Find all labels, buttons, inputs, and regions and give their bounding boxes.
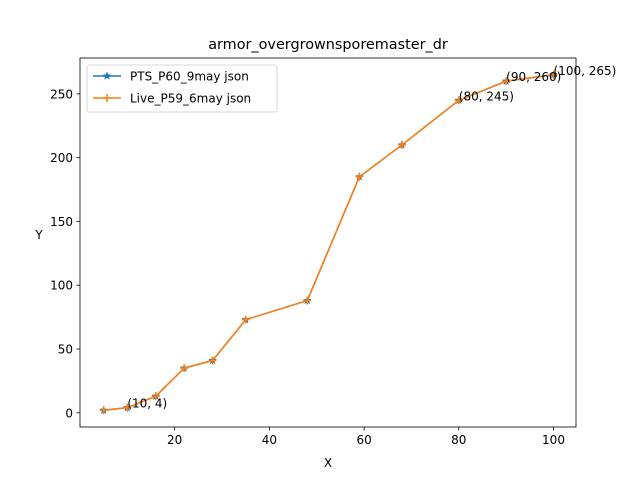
series-2-point [549, 70, 558, 79]
legend-label-2: Live_P59_6may json [130, 92, 251, 106]
series-2-point [123, 403, 132, 412]
series-2-point [208, 356, 217, 365]
legend-frame [86, 64, 278, 113]
series-2-point [241, 315, 250, 324]
series-2-point [180, 364, 189, 373]
data-annotation: (80, 245) [459, 89, 514, 103]
series-2-point [454, 96, 463, 105]
x-tick-label: 80 [451, 433, 466, 447]
legend-marker-1 [102, 71, 112, 80]
x-axis-label: X [324, 456, 332, 470]
series-2-point [397, 140, 406, 149]
series-2-point [151, 392, 160, 401]
y-tick-label: 200 [50, 151, 73, 165]
x-tick-label: 100 [542, 433, 565, 447]
y-axis-label: Y [34, 228, 43, 242]
series-line-2 [103, 74, 554, 411]
data-annotation: (100, 265) [554, 64, 617, 78]
x-tick-label: 40 [262, 433, 277, 447]
y-tick-label: 50 [58, 343, 73, 357]
axis-ticks: 20 40 60 80 100 0 50 100 150 200 250 [50, 87, 565, 447]
x-tick-label: 20 [167, 433, 182, 447]
legend-label-1: PTS_P60_9may json [130, 70, 249, 84]
axes-frame [79, 57, 577, 428]
legend: PTS_P60_9may json Live_P59_6may json [86, 64, 278, 113]
series-2-point [303, 296, 312, 305]
plot-area: (10, 4) (80, 245) (90, 260)(100, 265) [99, 64, 617, 415]
data-annotation: (10, 4) [127, 397, 167, 411]
series-2-point [99, 406, 108, 415]
series-2-point [502, 77, 511, 86]
x-tick-label: 60 [356, 433, 371, 447]
y-tick-label: 150 [50, 215, 73, 229]
y-tick-label: 250 [50, 87, 73, 101]
legend-marker-2 [103, 94, 111, 102]
y-tick-label: 100 [50, 279, 73, 293]
data-annotation: (90, 260) [506, 70, 561, 84]
series-2-point [355, 172, 364, 181]
chart-title: armor_overgrownsporemaster_dr [208, 37, 448, 53]
y-tick-label: 0 [65, 406, 73, 420]
